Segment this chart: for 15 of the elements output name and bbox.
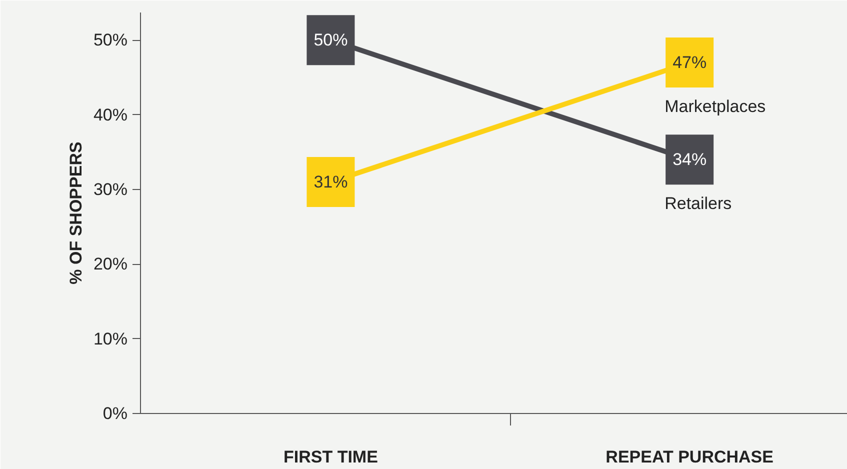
- data-label: 31%: [314, 172, 348, 192]
- series-label: Marketplaces: [664, 97, 766, 116]
- y-tick-label: 20%: [93, 254, 128, 274]
- y-tick-label: 30%: [93, 180, 128, 199]
- x-tick-label: FIRST TIME: [283, 448, 378, 466]
- y-axis-title: % OF SHOPPERS: [66, 142, 86, 284]
- text: Retailers: [664, 194, 732, 214]
- data-label: 47%: [672, 53, 707, 72]
- y-tick-label: 10%: [93, 329, 128, 348]
- y-tick-label: 0%: [102, 404, 128, 423]
- x-tick-label: REPEAT PURCHASE: [606, 448, 774, 466]
- data-label: 34%: [672, 150, 707, 170]
- y-tick-label: 40%: [93, 105, 128, 124]
- data-label: 50%: [314, 30, 348, 50]
- y-tick-label: 50%: [93, 30, 128, 50]
